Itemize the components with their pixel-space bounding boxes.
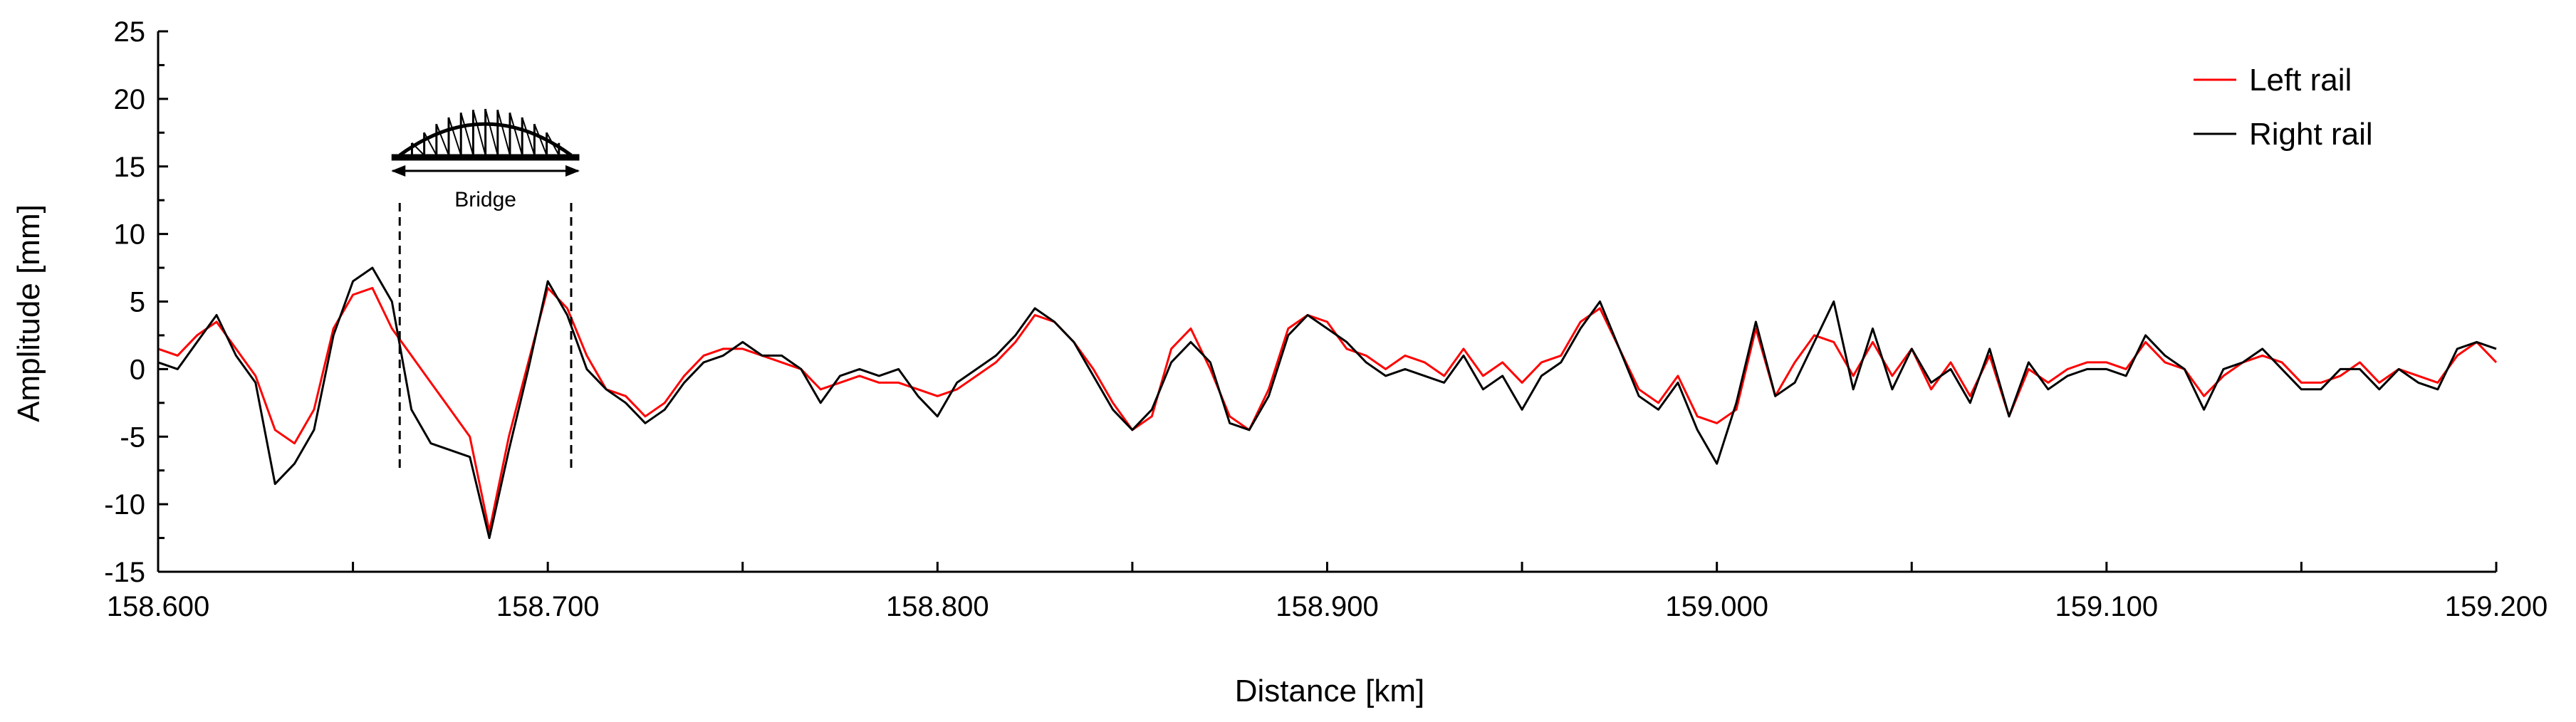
bridge-truss-diagonal — [533, 123, 548, 156]
bridge-arrowhead-left — [391, 165, 406, 177]
bridge-label: Bridge — [454, 188, 516, 211]
bridge-truss-diagonal — [509, 113, 523, 156]
bridge-truss-diagonal — [435, 123, 449, 156]
x-tick-label: 158.700 — [496, 591, 600, 622]
bridge-truss-diagonal — [448, 117, 462, 156]
bridge-truss-diagonal — [496, 110, 511, 156]
tick-labels: 158.600 158.700 158.800 158.900 159.000 159.1… — [104, 16, 2548, 622]
y-tick-label: 0 — [130, 354, 145, 385]
bridge-truss-diagonal — [484, 108, 499, 156]
x-tick-label: 159.000 — [1665, 591, 1768, 622]
x-tick-label: 158.900 — [1276, 591, 1379, 622]
bridge-truss-diagonal — [472, 110, 486, 156]
legend-label-left-rail: Left rail — [2249, 63, 2352, 98]
x-tick-label: 158.600 — [107, 591, 210, 622]
bridge-deck — [391, 154, 580, 161]
x-tick-label: 158.800 — [886, 591, 989, 622]
series-lines — [157, 266, 2498, 540]
bridge-truss-diagonal — [460, 113, 474, 156]
bridge-truss-diagonal — [546, 132, 560, 156]
bridge-annotation: Bridge — [391, 108, 580, 474]
x-tick-label: 159.200 — [2445, 591, 2548, 622]
legend: Left rail Right rail — [2194, 63, 2373, 152]
bridge-truss-diagonal — [411, 142, 425, 156]
x-axis-label: Distance [km] — [1235, 674, 1425, 708]
axes — [157, 30, 2498, 573]
x-tick-label: 159.100 — [2055, 591, 2159, 622]
y-tick-label: 5 — [130, 287, 145, 318]
y-tick-label: 20 — [114, 84, 146, 115]
y-tick-label: -15 — [104, 557, 145, 588]
series-line-right-rail — [157, 266, 2497, 540]
bridge-truss-diagonal — [521, 117, 536, 156]
bridge-truss-diagonal — [423, 132, 437, 156]
y-tick-label: 15 — [114, 152, 146, 183]
series-line-left-rail — [157, 287, 2498, 533]
y-tick-label: -5 — [120, 422, 145, 453]
bridge-arrowhead-right — [565, 165, 580, 177]
y-axis-label: Amplitude [mm] — [11, 204, 46, 422]
bridge-icon — [391, 108, 580, 161]
legend-label-right-rail: Right rail — [2249, 117, 2373, 152]
y-tick-label: 25 — [114, 16, 146, 48]
y-tick-label: -10 — [104, 489, 145, 520]
y-tick-label: 10 — [114, 219, 146, 251]
